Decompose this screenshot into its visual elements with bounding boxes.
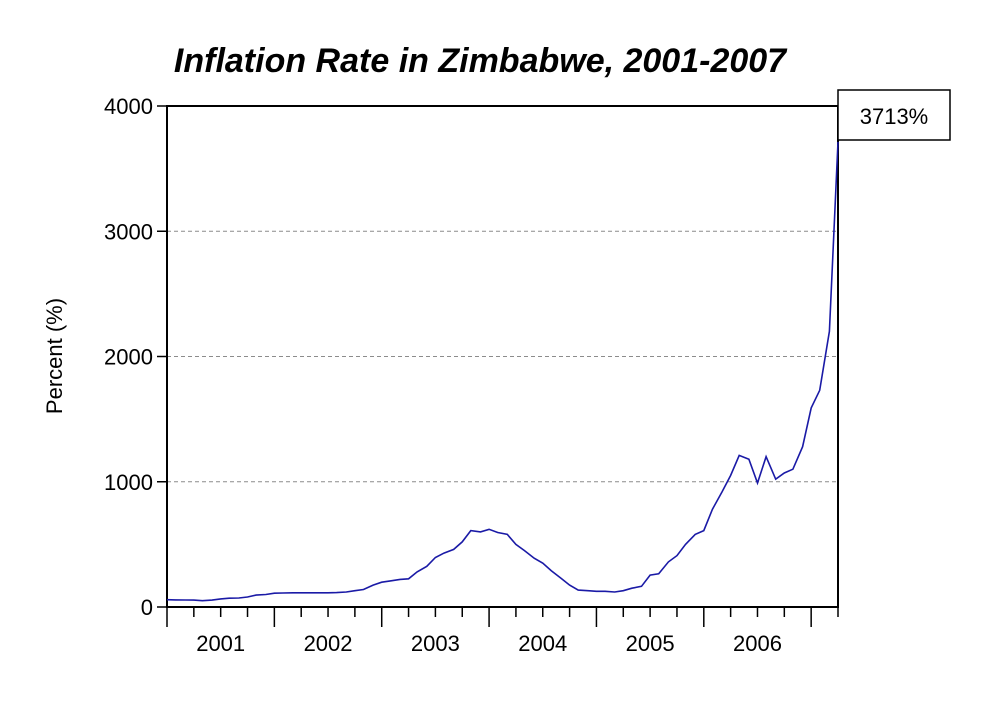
annotation-callout: 3713% xyxy=(837,89,951,141)
y-tick-label: 1000 xyxy=(104,470,153,495)
x-tick-label: 2006 xyxy=(733,631,782,656)
inflation-series-line xyxy=(166,141,839,602)
chart-title: Inflation Rate in Zimbabwe, 2001-2007 xyxy=(174,42,788,80)
annotation-label: 3713% xyxy=(860,104,929,129)
y-tick-label: 4000 xyxy=(104,94,153,119)
y-axis-label: Percent (%) xyxy=(42,298,67,414)
x-tick-label: 2003 xyxy=(411,631,460,656)
x-tick-label: 2004 xyxy=(518,631,567,656)
annotation-box xyxy=(837,89,951,141)
data-points xyxy=(166,141,839,601)
x-tick-labels: 2001 2002 2003 2004 2005 2006 xyxy=(196,631,782,656)
x-tick-label: 2005 xyxy=(626,631,675,656)
y-tick-label: 0 xyxy=(141,595,153,620)
y-tick-label: 3000 xyxy=(104,219,153,244)
gridlines xyxy=(167,230,838,483)
x-tick-label: 2002 xyxy=(304,631,353,656)
y-tick-labels: 0 1000 2000 3000 4000 xyxy=(104,94,153,620)
x-tick-label: 2001 xyxy=(196,631,245,656)
axis-ticks xyxy=(157,105,839,627)
y-tick-label: 2000 xyxy=(104,345,153,370)
